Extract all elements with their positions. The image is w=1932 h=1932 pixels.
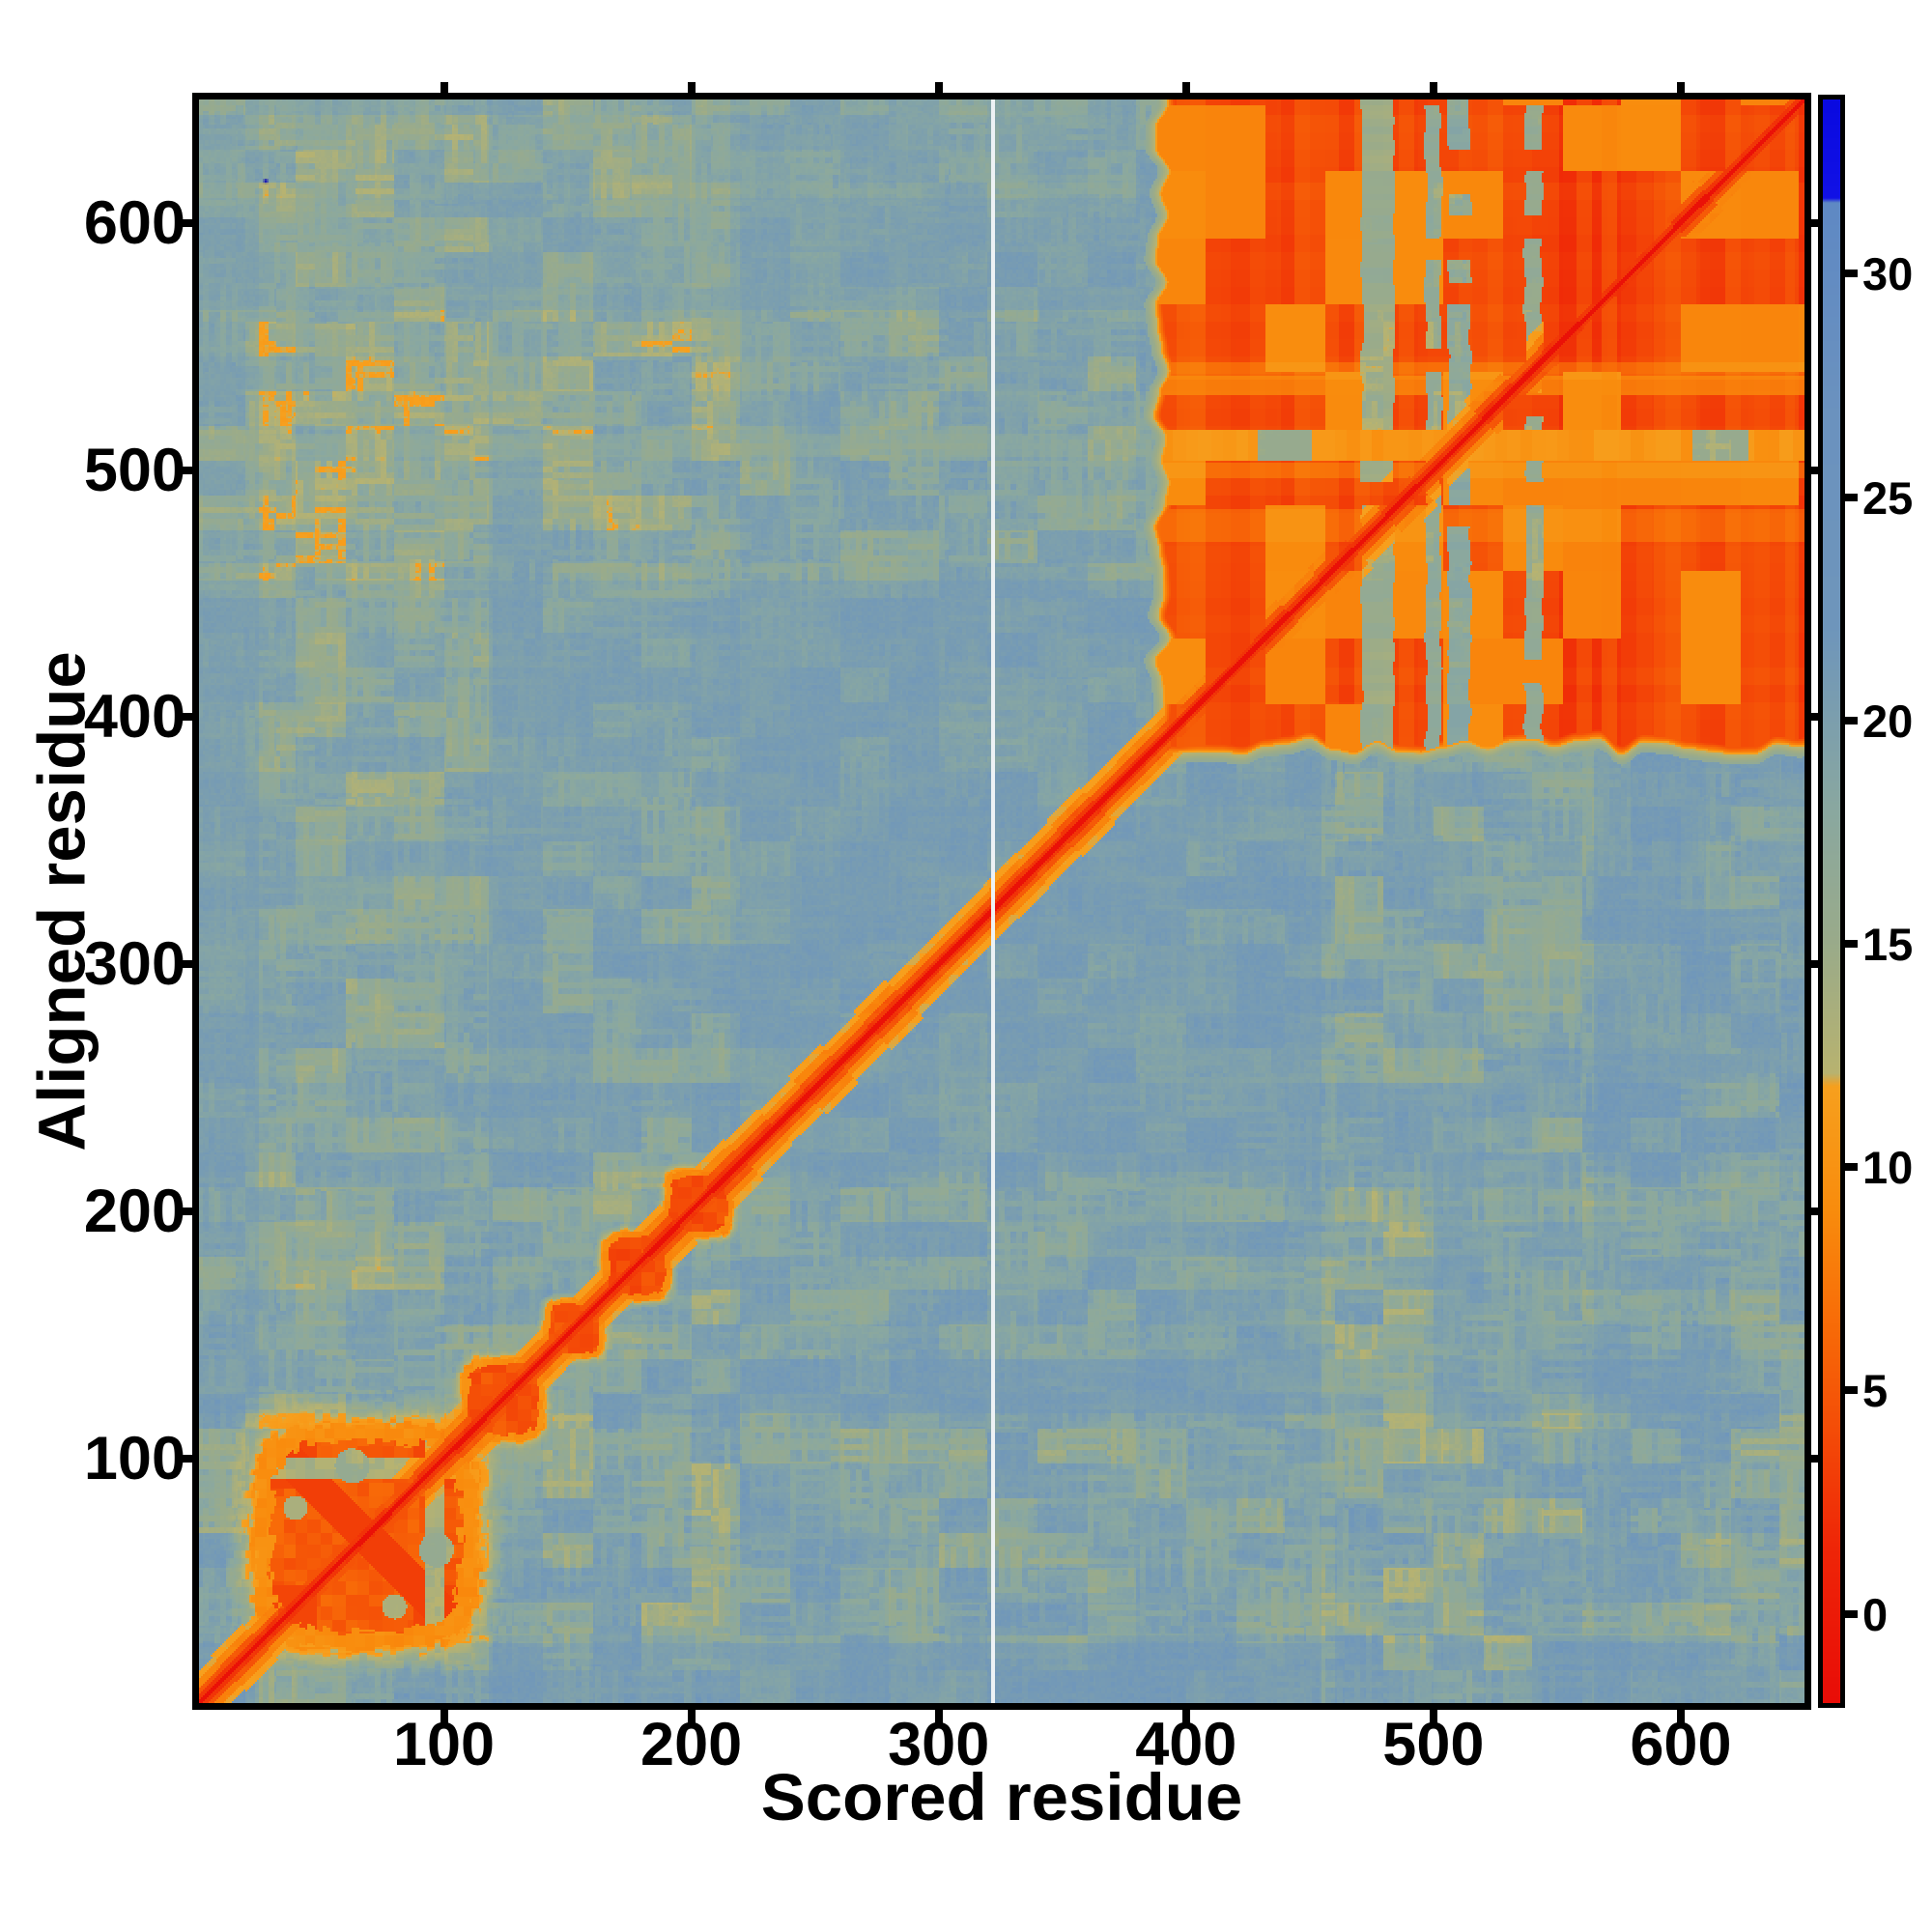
colorbar-tick (1845, 493, 1858, 501)
colorbar (1818, 95, 1845, 1708)
y-axis-right-tick (1811, 466, 1822, 474)
x-axis-top-tick (1181, 82, 1190, 93)
heatmap-image (199, 99, 1804, 1703)
colorbar-tick (1845, 1609, 1858, 1618)
x-axis-tick (1429, 1710, 1437, 1723)
y-tick-label: 100 (83, 1424, 185, 1492)
y-axis-right-tick (1811, 713, 1822, 722)
colorbar-tick-label: 15 (1862, 918, 1914, 970)
colorbar-tick-label: 0 (1862, 1588, 1889, 1640)
colorbar-tick-label: 25 (1862, 471, 1914, 524)
x-axis-title: Scored residue (760, 1760, 1243, 1834)
colorbar-tick (1845, 270, 1858, 278)
y-tick-label: 200 (83, 1178, 185, 1245)
x-axis-top-tick (934, 82, 943, 93)
y-tick-label: 500 (83, 436, 185, 504)
colorbar-tick-label: 10 (1862, 1142, 1914, 1194)
y-axis-right-tick (1811, 1454, 1822, 1463)
x-axis-top-tick (1676, 82, 1685, 93)
y-axis-title: Aligned residue (24, 651, 99, 1151)
y-axis-tick (179, 466, 192, 474)
colorbar-tick (1845, 939, 1858, 948)
y-axis-tick (179, 1454, 192, 1463)
x-tick-label: 500 (1382, 1711, 1485, 1778)
x-axis-tick (934, 1710, 943, 1723)
x-axis-tick (1676, 1710, 1685, 1723)
x-axis-tick (687, 1710, 696, 1723)
x-axis-top-tick (1429, 82, 1437, 93)
y-axis-tick (179, 960, 192, 969)
y-axis-tick (179, 1208, 192, 1215)
y-tick-label: 300 (83, 930, 185, 999)
x-tick-label: 200 (640, 1711, 743, 1778)
colorbar-tick (1845, 1163, 1858, 1172)
y-tick-label: 400 (83, 683, 185, 752)
colorbar-tick-label: 5 (1862, 1365, 1889, 1417)
x-axis-top-tick (687, 82, 696, 93)
y-tick-label: 600 (83, 188, 185, 257)
y-axis-right-tick (1811, 960, 1822, 969)
colorbar-tick-label: 30 (1862, 248, 1914, 300)
x-tick-label: 300 (888, 1711, 990, 1778)
y-axis-tick (179, 713, 192, 722)
y-axis-right-tick (1811, 218, 1822, 227)
x-axis-tick (440, 1710, 448, 1723)
x-axis-top-tick (440, 82, 448, 93)
x-tick-label: 400 (1135, 1711, 1237, 1778)
x-axis-tick (1181, 1710, 1190, 1723)
y-axis-tick (179, 218, 192, 227)
colorbar-gradient (1823, 99, 1840, 1703)
colorbar-tick-label: 20 (1862, 695, 1914, 747)
y-axis-right-tick (1811, 1208, 1822, 1215)
x-tick-label: 100 (392, 1711, 496, 1778)
x-tick-label: 600 (1630, 1711, 1732, 1778)
colorbar-tick (1845, 716, 1858, 724)
colorbar-tick (1845, 1386, 1858, 1395)
plot-area (192, 93, 1811, 1710)
